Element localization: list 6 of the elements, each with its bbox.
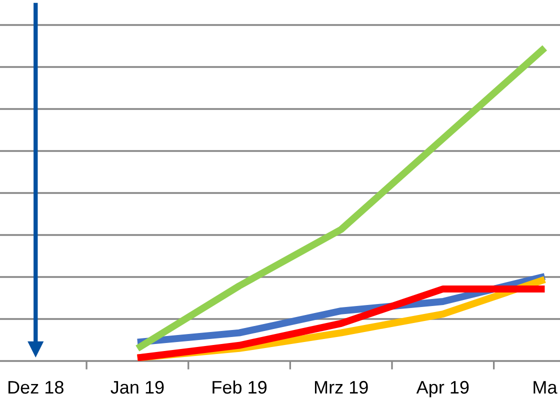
x-tick-label: Mrz 19 xyxy=(314,380,368,394)
x-tick-label: Dez 18 xyxy=(8,380,64,394)
x-tick-label: Apr 19 xyxy=(416,380,469,398)
x-tick-label: Ma xyxy=(534,381,558,394)
x-tick-label: Feb 19 xyxy=(212,380,267,394)
x-tick-label: Jan 19 xyxy=(110,380,164,394)
